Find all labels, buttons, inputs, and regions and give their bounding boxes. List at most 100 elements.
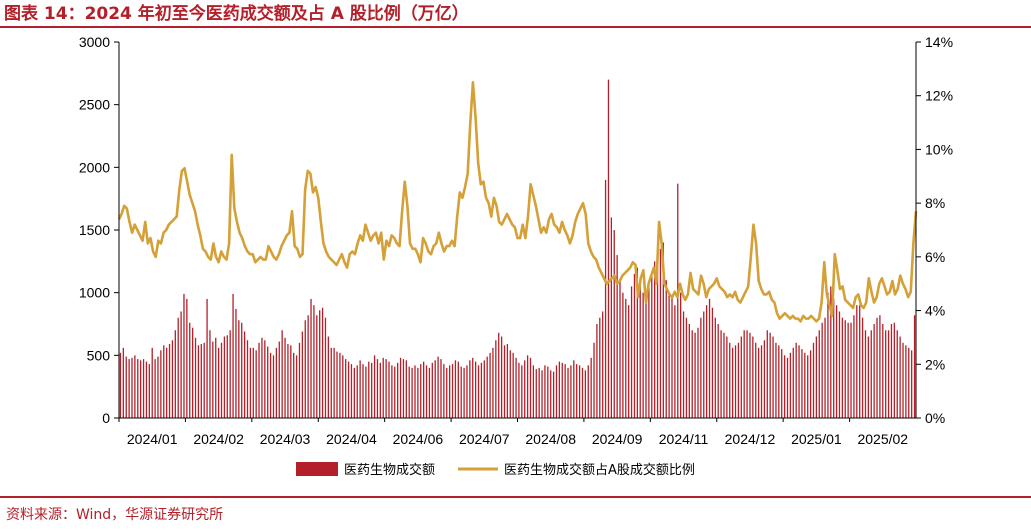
bar <box>238 320 240 418</box>
bar <box>795 342 797 418</box>
bar <box>812 342 815 418</box>
bar <box>131 357 133 418</box>
bar <box>186 298 188 418</box>
bar <box>835 305 838 418</box>
bar <box>651 273 653 418</box>
bar <box>509 350 511 418</box>
bar <box>414 365 416 418</box>
bar <box>818 330 820 418</box>
bar <box>604 179 607 418</box>
bar <box>515 357 517 418</box>
bar <box>893 322 895 418</box>
bar <box>287 344 289 418</box>
bar <box>573 360 575 418</box>
bar <box>890 324 893 418</box>
bar <box>827 292 829 418</box>
bar <box>639 280 641 418</box>
bar <box>876 317 878 418</box>
bar <box>550 370 552 418</box>
bar <box>134 355 136 418</box>
bar <box>555 365 558 418</box>
bar <box>353 367 355 418</box>
bar <box>350 364 353 418</box>
bar <box>362 364 364 418</box>
bar <box>506 344 509 418</box>
bar <box>443 364 445 418</box>
bar <box>899 336 901 418</box>
bar <box>856 305 858 418</box>
bar <box>665 280 667 418</box>
bar <box>215 337 217 418</box>
bar <box>576 364 578 418</box>
bar <box>451 364 454 418</box>
bar <box>194 337 197 418</box>
bar <box>391 365 393 418</box>
bar <box>469 360 471 418</box>
x-tick-label: 2024/03 <box>260 431 311 447</box>
bar <box>321 307 324 418</box>
bar <box>538 367 540 418</box>
bar <box>252 347 254 418</box>
bar <box>636 267 638 418</box>
bar <box>177 317 179 418</box>
bar <box>599 317 601 418</box>
bar <box>166 347 168 418</box>
bar <box>148 364 150 418</box>
bar <box>235 308 237 418</box>
bar <box>726 336 728 418</box>
bar <box>272 355 275 418</box>
bar <box>316 315 318 418</box>
bar <box>838 311 841 418</box>
x-tick-label: 2024/07 <box>459 431 510 447</box>
bar <box>373 355 376 418</box>
bar <box>760 345 763 418</box>
bar <box>668 292 670 418</box>
bar <box>902 342 904 418</box>
bar <box>160 350 162 418</box>
bar <box>645 297 647 418</box>
bar <box>379 362 381 418</box>
bar <box>394 366 396 418</box>
bar <box>622 292 624 418</box>
bar <box>870 330 872 418</box>
bar <box>544 365 546 418</box>
bar <box>310 298 312 418</box>
bar <box>619 280 621 418</box>
bar <box>448 365 451 418</box>
bar <box>151 347 153 418</box>
bar <box>460 366 462 418</box>
right-tick-label: 0% <box>925 410 945 426</box>
bar <box>489 352 491 418</box>
bar <box>359 360 361 418</box>
bar <box>616 255 618 418</box>
bar <box>703 311 705 418</box>
bar <box>474 361 477 418</box>
bar <box>431 362 433 418</box>
bar <box>284 337 286 418</box>
source-note: 资料来源：Wind，华源证券研究所 <box>0 496 1031 530</box>
bar <box>492 347 494 418</box>
bar <box>847 322 849 418</box>
bar <box>864 330 867 418</box>
bar <box>740 336 742 418</box>
bar <box>512 352 514 418</box>
legend-line-label: 医药生物成交额占A股成交额比例 <box>504 462 695 478</box>
bar <box>833 298 835 418</box>
bar <box>885 330 887 418</box>
bar <box>648 286 650 418</box>
bar <box>217 347 220 418</box>
bar <box>688 324 690 418</box>
right-tick-label: 2% <box>925 356 945 372</box>
bar <box>298 342 301 418</box>
bar <box>241 322 243 418</box>
bar <box>330 347 332 418</box>
bar <box>911 350 913 418</box>
bar <box>423 361 425 418</box>
bar <box>752 336 754 418</box>
bar <box>723 332 725 418</box>
x-tick-label: 2024/12 <box>725 431 776 447</box>
bar <box>654 261 656 418</box>
x-tick-label: 2024/11 <box>659 431 709 447</box>
right-tick-label: 14% <box>925 34 953 50</box>
bar <box>769 332 771 418</box>
